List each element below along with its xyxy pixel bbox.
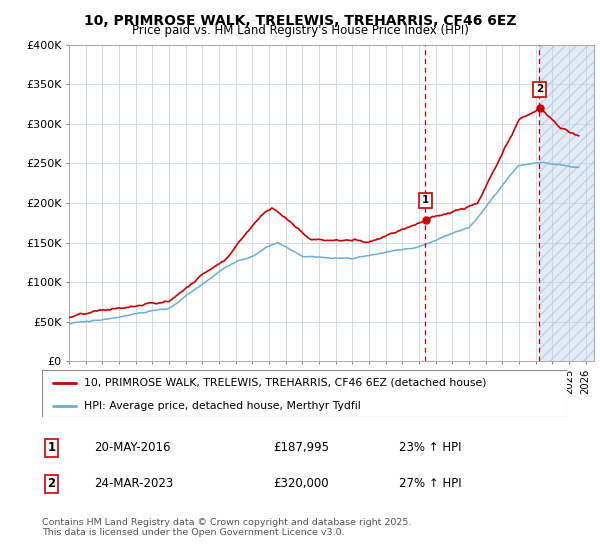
Text: 2: 2 bbox=[47, 477, 55, 490]
Text: 2: 2 bbox=[536, 84, 543, 94]
Text: 10, PRIMROSE WALK, TRELEWIS, TREHARRIS, CF46 6EZ (detached house): 10, PRIMROSE WALK, TRELEWIS, TREHARRIS, … bbox=[84, 378, 487, 388]
Text: 10, PRIMROSE WALK, TRELEWIS, TREHARRIS, CF46 6EZ: 10, PRIMROSE WALK, TRELEWIS, TREHARRIS, … bbox=[84, 14, 516, 28]
Text: £187,995: £187,995 bbox=[273, 441, 329, 454]
Text: Price paid vs. HM Land Registry's House Price Index (HPI): Price paid vs. HM Land Registry's House … bbox=[131, 24, 469, 37]
FancyBboxPatch shape bbox=[42, 370, 567, 417]
Text: Contains HM Land Registry data © Crown copyright and database right 2025.
This d: Contains HM Land Registry data © Crown c… bbox=[42, 518, 412, 538]
Text: 1: 1 bbox=[47, 441, 55, 454]
Text: 1: 1 bbox=[422, 195, 429, 206]
Text: 24-MAR-2023: 24-MAR-2023 bbox=[95, 477, 174, 490]
Text: 20-MAY-2016: 20-MAY-2016 bbox=[95, 441, 171, 454]
Bar bbox=[539, 45, 594, 361]
Text: 27% ↑ HPI: 27% ↑ HPI bbox=[399, 477, 461, 490]
Bar bbox=[539, 45, 594, 361]
Text: £320,000: £320,000 bbox=[273, 477, 329, 490]
Text: HPI: Average price, detached house, Merthyr Tydfil: HPI: Average price, detached house, Mert… bbox=[84, 401, 361, 411]
Text: 23% ↑ HPI: 23% ↑ HPI bbox=[399, 441, 461, 454]
